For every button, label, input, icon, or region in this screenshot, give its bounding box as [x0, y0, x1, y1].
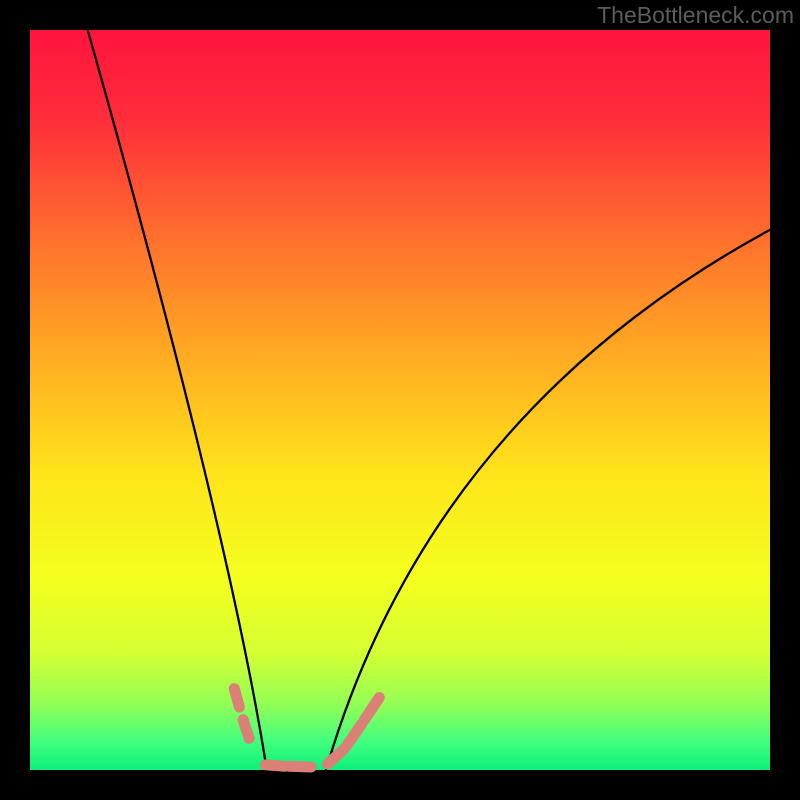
bottleneck-chart: [0, 0, 800, 800]
marker-segment: [243, 720, 249, 739]
watermark-text: TheBottleneck.com: [597, 2, 794, 29]
marker-segment: [265, 765, 284, 766]
gradient-panel: [30, 30, 770, 770]
marker-segment: [289, 766, 311, 767]
marker-segment: [234, 689, 239, 708]
